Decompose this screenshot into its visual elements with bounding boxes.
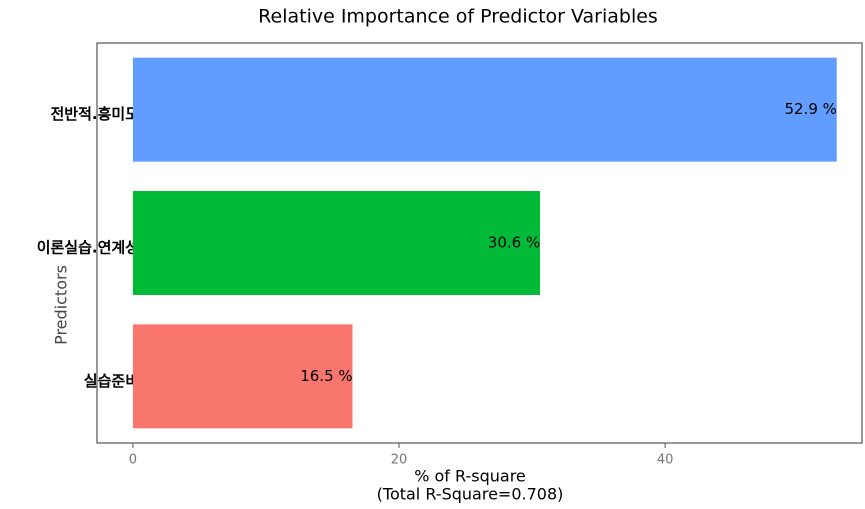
value-label: 52.9 %	[785, 100, 837, 118]
plot-border	[96, 42, 863, 444]
value-label: 30.6 %	[488, 234, 540, 252]
x-tick-label: 0	[129, 453, 137, 468]
y-axis-title: Predictors	[52, 265, 71, 345]
x-tick-label: 40	[657, 453, 674, 468]
bar	[132, 324, 353, 429]
y-tick-label: 이론실습.연계성	[37, 239, 139, 257]
x-tick-label: 20	[391, 453, 408, 468]
bar	[132, 191, 541, 295]
chart-title: Relative Importance of Predictor Variabl…	[258, 6, 658, 28]
bar	[132, 57, 837, 162]
y-tick-label: 실습준비	[84, 372, 139, 390]
x-axis-title: % of R-square	[414, 467, 526, 486]
y-tick-label: 전반적.흥미도	[51, 105, 140, 123]
value-label: 16.5 %	[300, 367, 352, 385]
x-axis-subtitle: (Total R-Square=0.708)	[377, 485, 564, 504]
